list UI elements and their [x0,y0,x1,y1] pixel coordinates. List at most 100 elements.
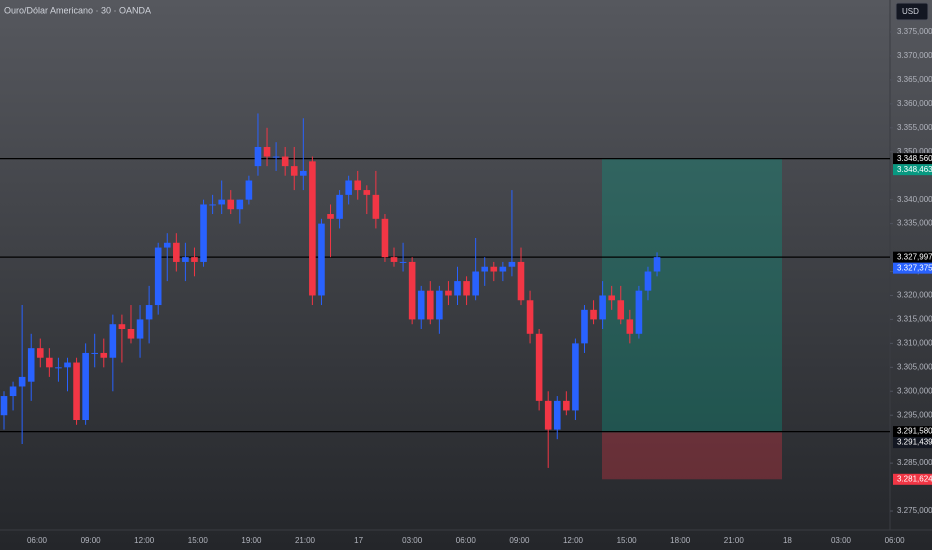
candle-body [109,324,117,358]
candle-body [154,247,162,306]
candle-body [27,348,35,382]
stop-zone [602,432,782,480]
price-tag-label: 3.281,624 [897,474,932,483]
candle-body [173,242,180,262]
x-tick-label: 12:00 [563,536,584,545]
candle-body [245,180,253,200]
price-tag-label: 3.327,375 [897,263,932,272]
candle-body [118,324,126,329]
y-tick-label: 3.375,000 [897,27,932,36]
candle-body [263,146,271,157]
candle-body [36,348,44,358]
candle-body [82,352,89,421]
candle-body [372,194,380,219]
candle-body [191,257,198,262]
candle-body [136,319,144,339]
candle-body [644,271,652,291]
x-tick-label: 06:00 [27,536,48,545]
currency-button[interactable] [895,2,929,21]
price-tag-label: 3.291,439 [897,438,932,447]
x-tick-label: 17 [354,536,363,545]
price-tag [893,164,932,176]
candle-body [9,386,17,397]
candle-body [517,261,525,301]
y-tick-label: 3.335,000 [897,219,932,228]
candle-body [300,170,307,176]
x-tick-label: 21:00 [724,536,745,545]
y-tick-label: 3.350,000 [897,147,932,156]
candle-body [336,194,343,219]
candle-body [553,400,561,430]
candle-body [200,204,207,262]
y-tick-label: 3.300,000 [897,386,932,395]
x-tick-label: 12:00 [134,536,155,545]
candle-body [163,242,171,248]
x-tick-label: 09:00 [81,536,102,545]
price-tag-label: 3.348,560 [897,154,932,163]
candle-body [64,362,71,368]
candle-body [100,352,108,358]
candle-body [526,300,534,334]
candle-body [209,204,216,206]
candle-body [309,161,316,296]
x-tick-label: 19:00 [241,536,262,545]
candle-body [290,166,298,176]
candle-body [626,319,634,334]
candle-body [254,146,262,167]
candle-body [454,281,461,296]
candle-body [55,367,62,369]
candle-body [436,290,443,320]
candle-body [363,190,371,195]
candle-body [463,281,470,296]
target-zone [602,159,782,433]
candle-body [508,261,516,267]
candle-body [145,305,153,320]
x-tick-label: 09:00 [509,536,530,545]
x-tick-label: 03:00 [831,536,852,545]
candle-body [127,328,135,339]
candle-body [408,261,416,320]
x-tick-label: 15:00 [188,536,209,545]
candle-body [46,357,53,368]
currency-label[interactable]: USD [902,7,919,16]
candle-body [590,309,597,320]
y-tick-label: 3.365,000 [897,75,932,84]
x-tick-label: 15:00 [617,536,638,545]
x-tick-label: 18 [783,536,792,545]
y-tick-label: 3.360,000 [897,99,932,108]
candle-body [417,290,425,320]
price-tag-label: 3.291,580 [897,427,932,436]
x-tick-label: 21:00 [295,536,316,545]
y-tick-label: 3.315,000 [897,315,932,324]
candle-body [608,295,615,301]
candle-body [182,257,189,262]
candle-body [390,257,398,262]
price-tag [893,473,932,485]
x-tick-label: 03:00 [402,536,423,545]
price-tag-label: 3.348,463 [897,165,932,174]
plot: 3.375,000 3.370,000 3.365,000 3.360,000 3.35… [0,27,932,545]
price-tag-label: 3.327,997 [897,252,932,261]
candle-body [399,261,407,263]
chart-title: Ouro/Dólar Americano · 30 · OANDA [4,5,151,15]
candle-body [653,257,661,272]
price-tag [893,426,932,438]
candle-body [599,295,606,320]
y-tick-label: 3.355,000 [897,123,932,132]
candle-body [218,199,225,205]
candle-body [535,333,543,401]
candle-body [499,266,507,272]
candle-body [581,309,588,344]
candle-body [426,290,434,320]
candle-body [544,400,552,430]
y-tick-label: 3.320,000 [897,291,932,300]
candle-body [345,180,352,195]
y-tick-label: 3.310,000 [897,338,932,347]
candle-body [227,199,235,210]
candle-body [318,223,325,296]
candle-body [18,376,26,387]
y-tick-label: 3.275,000 [897,506,932,515]
